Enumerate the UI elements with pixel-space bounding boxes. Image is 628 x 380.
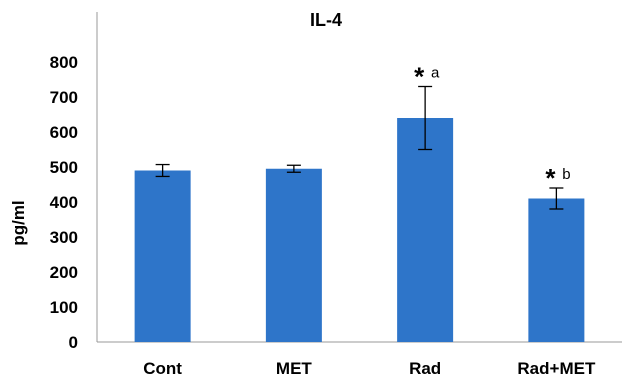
y-tick-labels: 0 100 200 300 400 500 600 700 800 bbox=[50, 53, 78, 352]
x-tick-label: Cont bbox=[143, 359, 182, 378]
bar bbox=[134, 170, 191, 342]
significance-markers: * a * b bbox=[414, 62, 570, 194]
y-tick-label: 500 bbox=[50, 158, 78, 177]
x-tick-label: Rad bbox=[409, 359, 441, 378]
y-axis-label: pg/ml bbox=[9, 200, 28, 245]
significance-letter: a bbox=[431, 65, 440, 82]
y-tick-label: 100 bbox=[50, 298, 78, 317]
x-tick-labels: Cont MET Rad Rad+MET bbox=[143, 359, 596, 378]
significance-star: * bbox=[414, 62, 425, 92]
y-tick-label: 400 bbox=[50, 193, 78, 212]
bars bbox=[134, 118, 585, 342]
y-tick-label: 800 bbox=[50, 53, 78, 72]
significance-star: * bbox=[545, 163, 556, 193]
x-tick-label: Rad+MET bbox=[517, 359, 596, 378]
y-tick-label: 200 bbox=[50, 263, 78, 282]
bar bbox=[528, 198, 585, 342]
error-bars bbox=[155, 85, 564, 210]
bar bbox=[397, 118, 454, 342]
y-tick-label: 600 bbox=[50, 123, 78, 142]
significance-letter: b bbox=[562, 166, 570, 183]
y-tick-label: 0 bbox=[69, 333, 78, 352]
chart-title: IL-4 bbox=[310, 10, 342, 30]
bar bbox=[265, 168, 322, 342]
x-tick-label: MET bbox=[276, 359, 313, 378]
y-tick-label: 700 bbox=[50, 88, 78, 107]
y-tick-label: 300 bbox=[50, 228, 78, 247]
